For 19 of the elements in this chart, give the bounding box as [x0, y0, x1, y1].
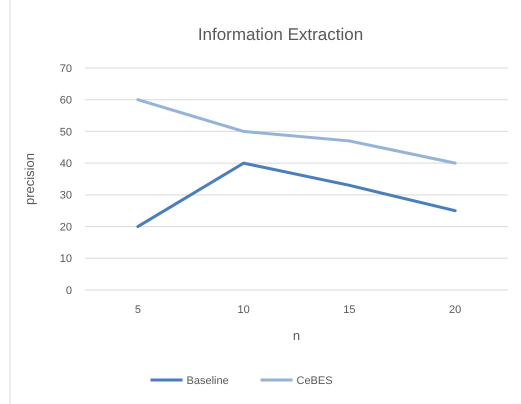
y-tick-label: 50 — [60, 126, 72, 138]
x-tick-label: 5 — [134, 304, 141, 316]
y-tick-label: 70 — [60, 62, 72, 75]
line-series — [136, 162, 457, 228]
x-tick-label: 15 — [343, 304, 356, 316]
y-tick-label: 40 — [60, 158, 72, 170]
legend-label: Baseline — [186, 374, 229, 387]
x-axis-title: n — [292, 328, 300, 343]
y-axis-title: precision — [22, 152, 37, 206]
y-tick-label: 60 — [60, 94, 72, 107]
line-series — [136, 98, 457, 165]
y-tick-label: 0 — [66, 284, 72, 297]
x-tick-label: 20 — [449, 304, 462, 316]
chart-title: Information Extraction — [198, 25, 364, 44]
x-tick-label: 10 — [238, 304, 250, 316]
y-tick-label: 30 — [60, 190, 72, 202]
y-tick-label: 10 — [60, 253, 72, 266]
y-tick-label: 20 — [60, 221, 72, 234]
legend-label: CeBES — [296, 374, 333, 387]
